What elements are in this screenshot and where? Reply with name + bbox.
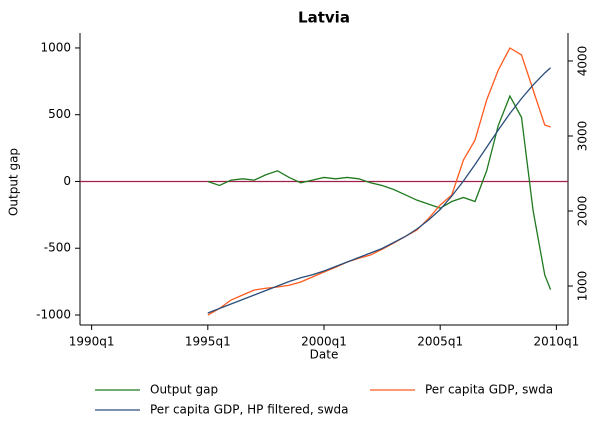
y-axis-label: Output gap <box>7 148 21 216</box>
y-tick-label: 0 <box>63 174 71 188</box>
legend-label: Per capita GDP, swda <box>425 383 553 397</box>
series-line <box>207 67 552 314</box>
x-axis-label: Date <box>310 348 339 362</box>
y2-tick-label: 4000 <box>576 46 590 77</box>
x-tick-label: 2005q1 <box>417 335 463 349</box>
y-tick-label: -1000 <box>36 307 71 321</box>
legend-label: Output gap <box>150 383 218 397</box>
x-tick-label: 1990q1 <box>69 335 115 349</box>
y-tick-label: 500 <box>48 107 71 121</box>
y2-tick-label: 3000 <box>576 121 590 152</box>
x-tick-label: 2000q1 <box>301 335 347 349</box>
x-tick-label: 1995q1 <box>185 335 231 349</box>
y2-tick-label: 2000 <box>576 196 590 227</box>
series-line <box>207 94 552 290</box>
x-tick-label: 2010q1 <box>533 335 579 349</box>
chart-title: Latvia <box>298 9 350 27</box>
series-line <box>207 47 551 316</box>
y-tick-label: -500 <box>44 241 71 255</box>
y-tick-label: 1000 <box>40 40 71 54</box>
y2-tick-label: 1000 <box>576 271 590 302</box>
legend-label: Per capita GDP, HP filtered, swda <box>150 403 349 417</box>
